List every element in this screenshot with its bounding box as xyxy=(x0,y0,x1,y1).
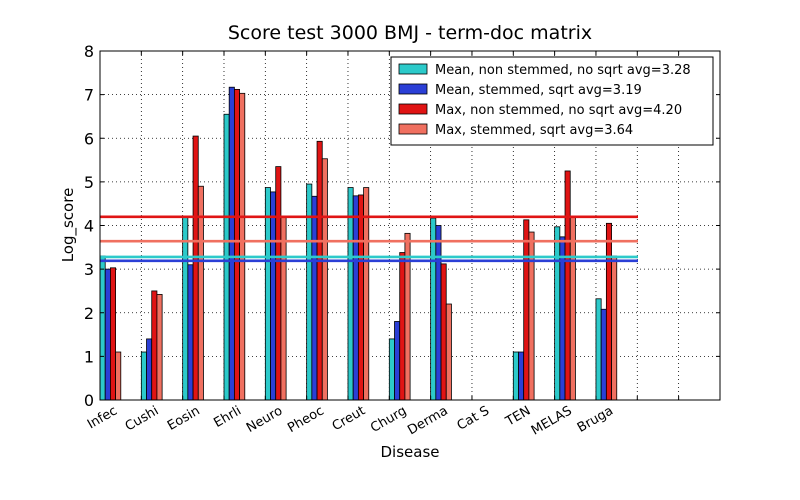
bar xyxy=(564,170,571,401)
x-tick-label: Cat S xyxy=(455,403,492,433)
bar xyxy=(228,86,235,401)
bar xyxy=(394,321,401,401)
bar xyxy=(316,140,323,401)
bar xyxy=(197,185,204,401)
bar xyxy=(352,195,359,401)
y-tick-labels: 0 1 2 3 4 5 6 7 8 xyxy=(84,42,94,410)
bar xyxy=(187,264,194,401)
bar xyxy=(445,303,452,401)
bar xyxy=(569,215,576,401)
y-tick-label: 5 xyxy=(84,173,94,192)
bar xyxy=(156,294,163,401)
bar xyxy=(270,191,277,401)
bar xyxy=(435,225,442,401)
bar xyxy=(430,217,437,401)
x-axis-label: Disease xyxy=(381,443,440,461)
chart-title: Score test 3000 BMJ - term-doc matrix xyxy=(228,22,592,44)
x-tick-label: Bruga xyxy=(575,403,616,435)
x-tick-label: Eosin xyxy=(165,403,203,433)
bar xyxy=(440,263,447,401)
y-tick-label: 7 xyxy=(84,86,94,105)
legend-swatch xyxy=(398,123,428,135)
x-tick-label: Neuro xyxy=(244,403,285,436)
legend-label: Mean, non stemmed, no sqrt avg=3.28 xyxy=(435,63,691,78)
y-tick-label: 8 xyxy=(84,42,94,61)
x-tick-label: Derma xyxy=(405,403,450,438)
bar xyxy=(523,219,530,401)
x-tick-label: Creut xyxy=(330,403,368,434)
bar xyxy=(140,351,147,401)
bar xyxy=(233,88,240,401)
bar xyxy=(518,351,525,401)
bar xyxy=(110,267,117,401)
bar xyxy=(192,135,199,401)
x-tick-label: Ehrli xyxy=(211,403,244,431)
bar xyxy=(600,308,607,401)
legend-swatch xyxy=(398,63,428,75)
bar xyxy=(347,187,354,401)
bar xyxy=(363,187,370,401)
bar xyxy=(399,252,406,401)
bar xyxy=(104,268,111,401)
bar xyxy=(151,290,158,401)
legend-swatch xyxy=(398,83,428,95)
bar xyxy=(311,195,318,401)
x-tick-labels: Infec Cushi Eosin Ehrli Neuro Pheoc Creut Churg… xyxy=(85,403,616,438)
bar xyxy=(388,338,395,401)
bar xyxy=(264,187,271,401)
y-tick-label: 2 xyxy=(84,304,94,323)
legend-box xyxy=(390,56,714,146)
bar xyxy=(595,298,602,401)
bar xyxy=(554,226,561,401)
bar xyxy=(280,215,287,401)
x-tick-label: Pheoc xyxy=(285,403,326,436)
y-tick-label: 6 xyxy=(84,129,94,148)
bar xyxy=(99,255,106,401)
bar xyxy=(146,338,153,401)
y-tick-label: 0 xyxy=(84,391,94,410)
bar xyxy=(239,92,246,401)
bar xyxy=(357,194,364,401)
bar xyxy=(404,232,411,401)
y-tick-label: 1 xyxy=(84,347,94,366)
bar xyxy=(115,351,122,401)
legend-swatch xyxy=(398,103,428,115)
bar xyxy=(512,351,519,401)
legend-label: Max, non stemmed, no sqrt avg=4.20 xyxy=(435,103,682,118)
bar xyxy=(321,158,328,401)
y-tick-label: 3 xyxy=(84,260,94,279)
legend-label: Mean, stemmed, sqrt avg=3.19 xyxy=(435,83,642,98)
bar xyxy=(182,216,189,401)
bar xyxy=(611,255,618,401)
x-tick-label: Cushi xyxy=(123,403,162,434)
axis-ticks xyxy=(99,50,720,401)
x-tick-label: Churg xyxy=(368,403,409,435)
legend-label: Max, stemmed, sqrt avg=3.64 xyxy=(435,123,633,138)
bar xyxy=(605,222,612,401)
y-tick-label: 4 xyxy=(84,217,94,236)
y-axis-label: Log_score xyxy=(59,188,78,263)
bars xyxy=(99,86,618,401)
legend: Mean, non stemmed, no sqrt avg=3.28 Mean,… xyxy=(390,56,714,146)
average-lines xyxy=(100,215,638,263)
x-tick-label: MELAS xyxy=(529,403,575,438)
bar xyxy=(275,166,282,401)
